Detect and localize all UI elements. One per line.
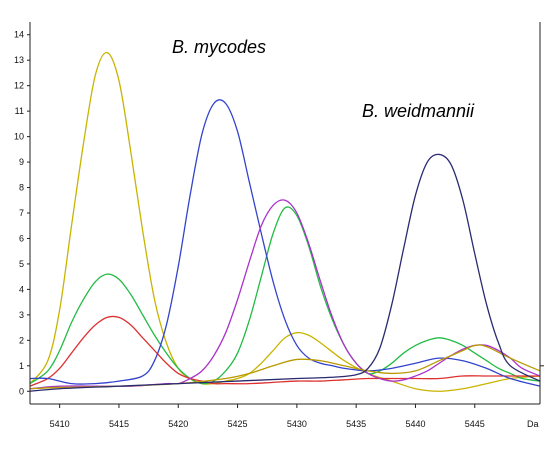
y-tick-label-1: 1 xyxy=(19,361,24,371)
y-tick-label-0: 0 xyxy=(19,386,24,396)
y-tick-label-10: 10 xyxy=(14,132,24,142)
x-tick-label-5425: 5425 xyxy=(228,419,248,429)
y-tick-label-13: 13 xyxy=(14,55,24,65)
series-line-7 xyxy=(29,153,541,392)
series-line-4 xyxy=(29,99,541,387)
y-tick-label-8: 8 xyxy=(19,183,24,193)
y-tick-label-5: 5 xyxy=(19,259,24,269)
x-tick-label-5435: 5435 xyxy=(346,419,366,429)
series-line-5 xyxy=(29,199,541,390)
x-tick-label-5430: 5430 xyxy=(287,419,307,429)
annotation-b-weidmannii: B. weidmannii xyxy=(362,101,475,121)
y-tick-label-9: 9 xyxy=(19,157,24,167)
x-unit-label: Da xyxy=(527,419,539,429)
annotation-b-mycodes: B. mycodes xyxy=(172,37,266,57)
x-tick-label-5410: 5410 xyxy=(50,419,70,429)
x-tick-label-5415: 5415 xyxy=(109,419,129,429)
y-tick-label-6: 6 xyxy=(19,233,24,243)
x-tick-label-5440: 5440 xyxy=(405,419,425,429)
x-tick-label-5420: 5420 xyxy=(168,419,188,429)
y-tick-label-14: 14 xyxy=(14,30,24,40)
y-tick-label-3: 3 xyxy=(19,310,24,320)
y-tick-label-12: 12 xyxy=(14,81,24,91)
y-tick-label-11: 11 xyxy=(15,106,24,116)
y-tick-label-4: 4 xyxy=(19,284,24,294)
x-tick-label-5445: 5445 xyxy=(465,419,485,429)
series-layer xyxy=(29,51,541,392)
y-tick-label-7: 7 xyxy=(19,208,24,218)
series-line-2 xyxy=(29,206,541,385)
plot-background xyxy=(30,22,540,404)
y-tick-label-2: 2 xyxy=(19,335,24,345)
